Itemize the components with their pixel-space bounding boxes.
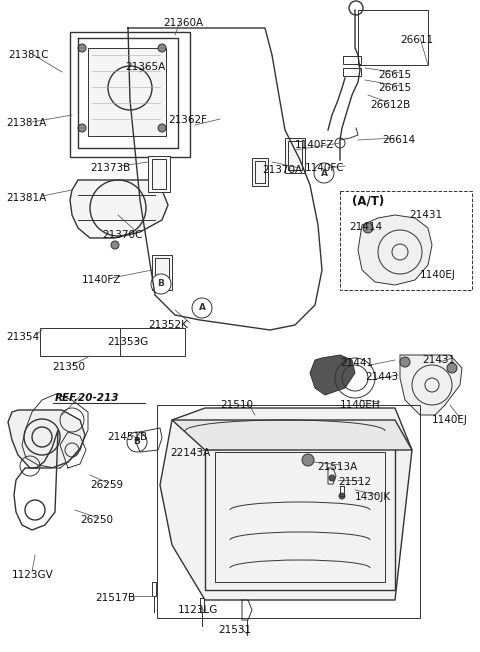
Polygon shape [358,215,432,285]
Text: 21362F: 21362F [168,115,207,125]
Bar [252,158,268,186]
Text: 1430JK: 1430JK [355,492,391,502]
Bar [152,159,166,189]
Bar [88,48,166,136]
Circle shape [400,357,410,367]
Text: 1123GV: 1123GV [12,570,54,580]
Polygon shape [8,410,85,468]
Text: 26614: 26614 [382,135,415,145]
Text: 26615: 26615 [378,83,411,93]
Circle shape [111,241,119,249]
Circle shape [127,432,147,452]
Bar [343,56,361,64]
Polygon shape [400,355,462,415]
Text: 21354: 21354 [6,332,39,342]
Text: 21431: 21431 [422,355,455,365]
Bar [40,328,185,356]
Bar [288,141,302,170]
Text: 1140FZ: 1140FZ [295,140,335,150]
Polygon shape [70,180,168,238]
Bar [155,258,169,287]
Text: 21381A: 21381A [6,193,46,203]
Polygon shape [310,355,355,395]
Text: 21365A: 21365A [125,62,165,72]
Text: 1140FC: 1140FC [305,163,345,173]
Text: 21370A: 21370A [262,165,302,175]
Text: 21414: 21414 [349,222,382,232]
Bar [148,156,170,192]
Text: 21353G: 21353G [107,337,148,347]
Text: 1140EH: 1140EH [340,400,381,410]
Text: 21431: 21431 [409,210,442,220]
Text: 21381C: 21381C [8,50,48,60]
Text: REF.20-213: REF.20-213 [55,393,120,403]
Circle shape [447,363,457,373]
Text: 26250: 26250 [80,515,113,525]
Text: 21451B: 21451B [107,432,147,442]
Text: 21510: 21510 [220,400,253,410]
Circle shape [78,124,86,132]
Text: 1123LG: 1123LG [178,605,218,615]
Text: 21517B: 21517B [95,593,135,603]
Text: 21512: 21512 [338,477,371,487]
Text: 21370C: 21370C [102,230,143,240]
Text: 21441: 21441 [340,358,373,368]
Text: 21352K: 21352K [148,320,188,330]
Circle shape [329,475,335,481]
Text: 21381A: 21381A [6,118,46,128]
Bar [152,255,172,290]
Text: 21531: 21531 [218,625,251,635]
Text: (A/T): (A/T) [352,195,384,208]
Circle shape [78,44,86,52]
Text: 21513A: 21513A [317,462,357,472]
Text: 1140EJ: 1140EJ [420,270,456,280]
Bar [358,10,428,65]
Bar [70,32,190,157]
Text: 26259: 26259 [90,480,123,490]
Text: 21443: 21443 [365,372,398,382]
Bar [343,68,361,76]
Text: A: A [199,303,205,312]
Circle shape [192,298,212,318]
Bar [215,452,385,582]
Text: B: B [157,280,165,288]
Text: 1140EJ: 1140EJ [432,415,468,425]
Circle shape [363,223,373,233]
Polygon shape [160,408,412,600]
Bar [157,405,420,618]
Circle shape [158,124,166,132]
Circle shape [314,163,334,183]
Circle shape [302,454,314,466]
Text: A: A [321,168,327,177]
Circle shape [158,44,166,52]
Text: 21350: 21350 [52,362,85,372]
Text: 21360A: 21360A [163,18,203,28]
Text: 21373B: 21373B [90,163,130,173]
Text: 26612B: 26612B [370,100,410,110]
Bar [255,161,265,183]
Text: 26611: 26611 [400,35,433,45]
Text: 26615: 26615 [378,70,411,80]
Circle shape [339,493,345,499]
Text: B: B [133,437,141,447]
Circle shape [151,274,171,294]
Polygon shape [172,420,412,450]
Text: 1140FZ: 1140FZ [82,275,121,285]
Text: 22143A: 22143A [170,448,210,458]
Bar [285,138,305,173]
Bar [340,191,472,290]
